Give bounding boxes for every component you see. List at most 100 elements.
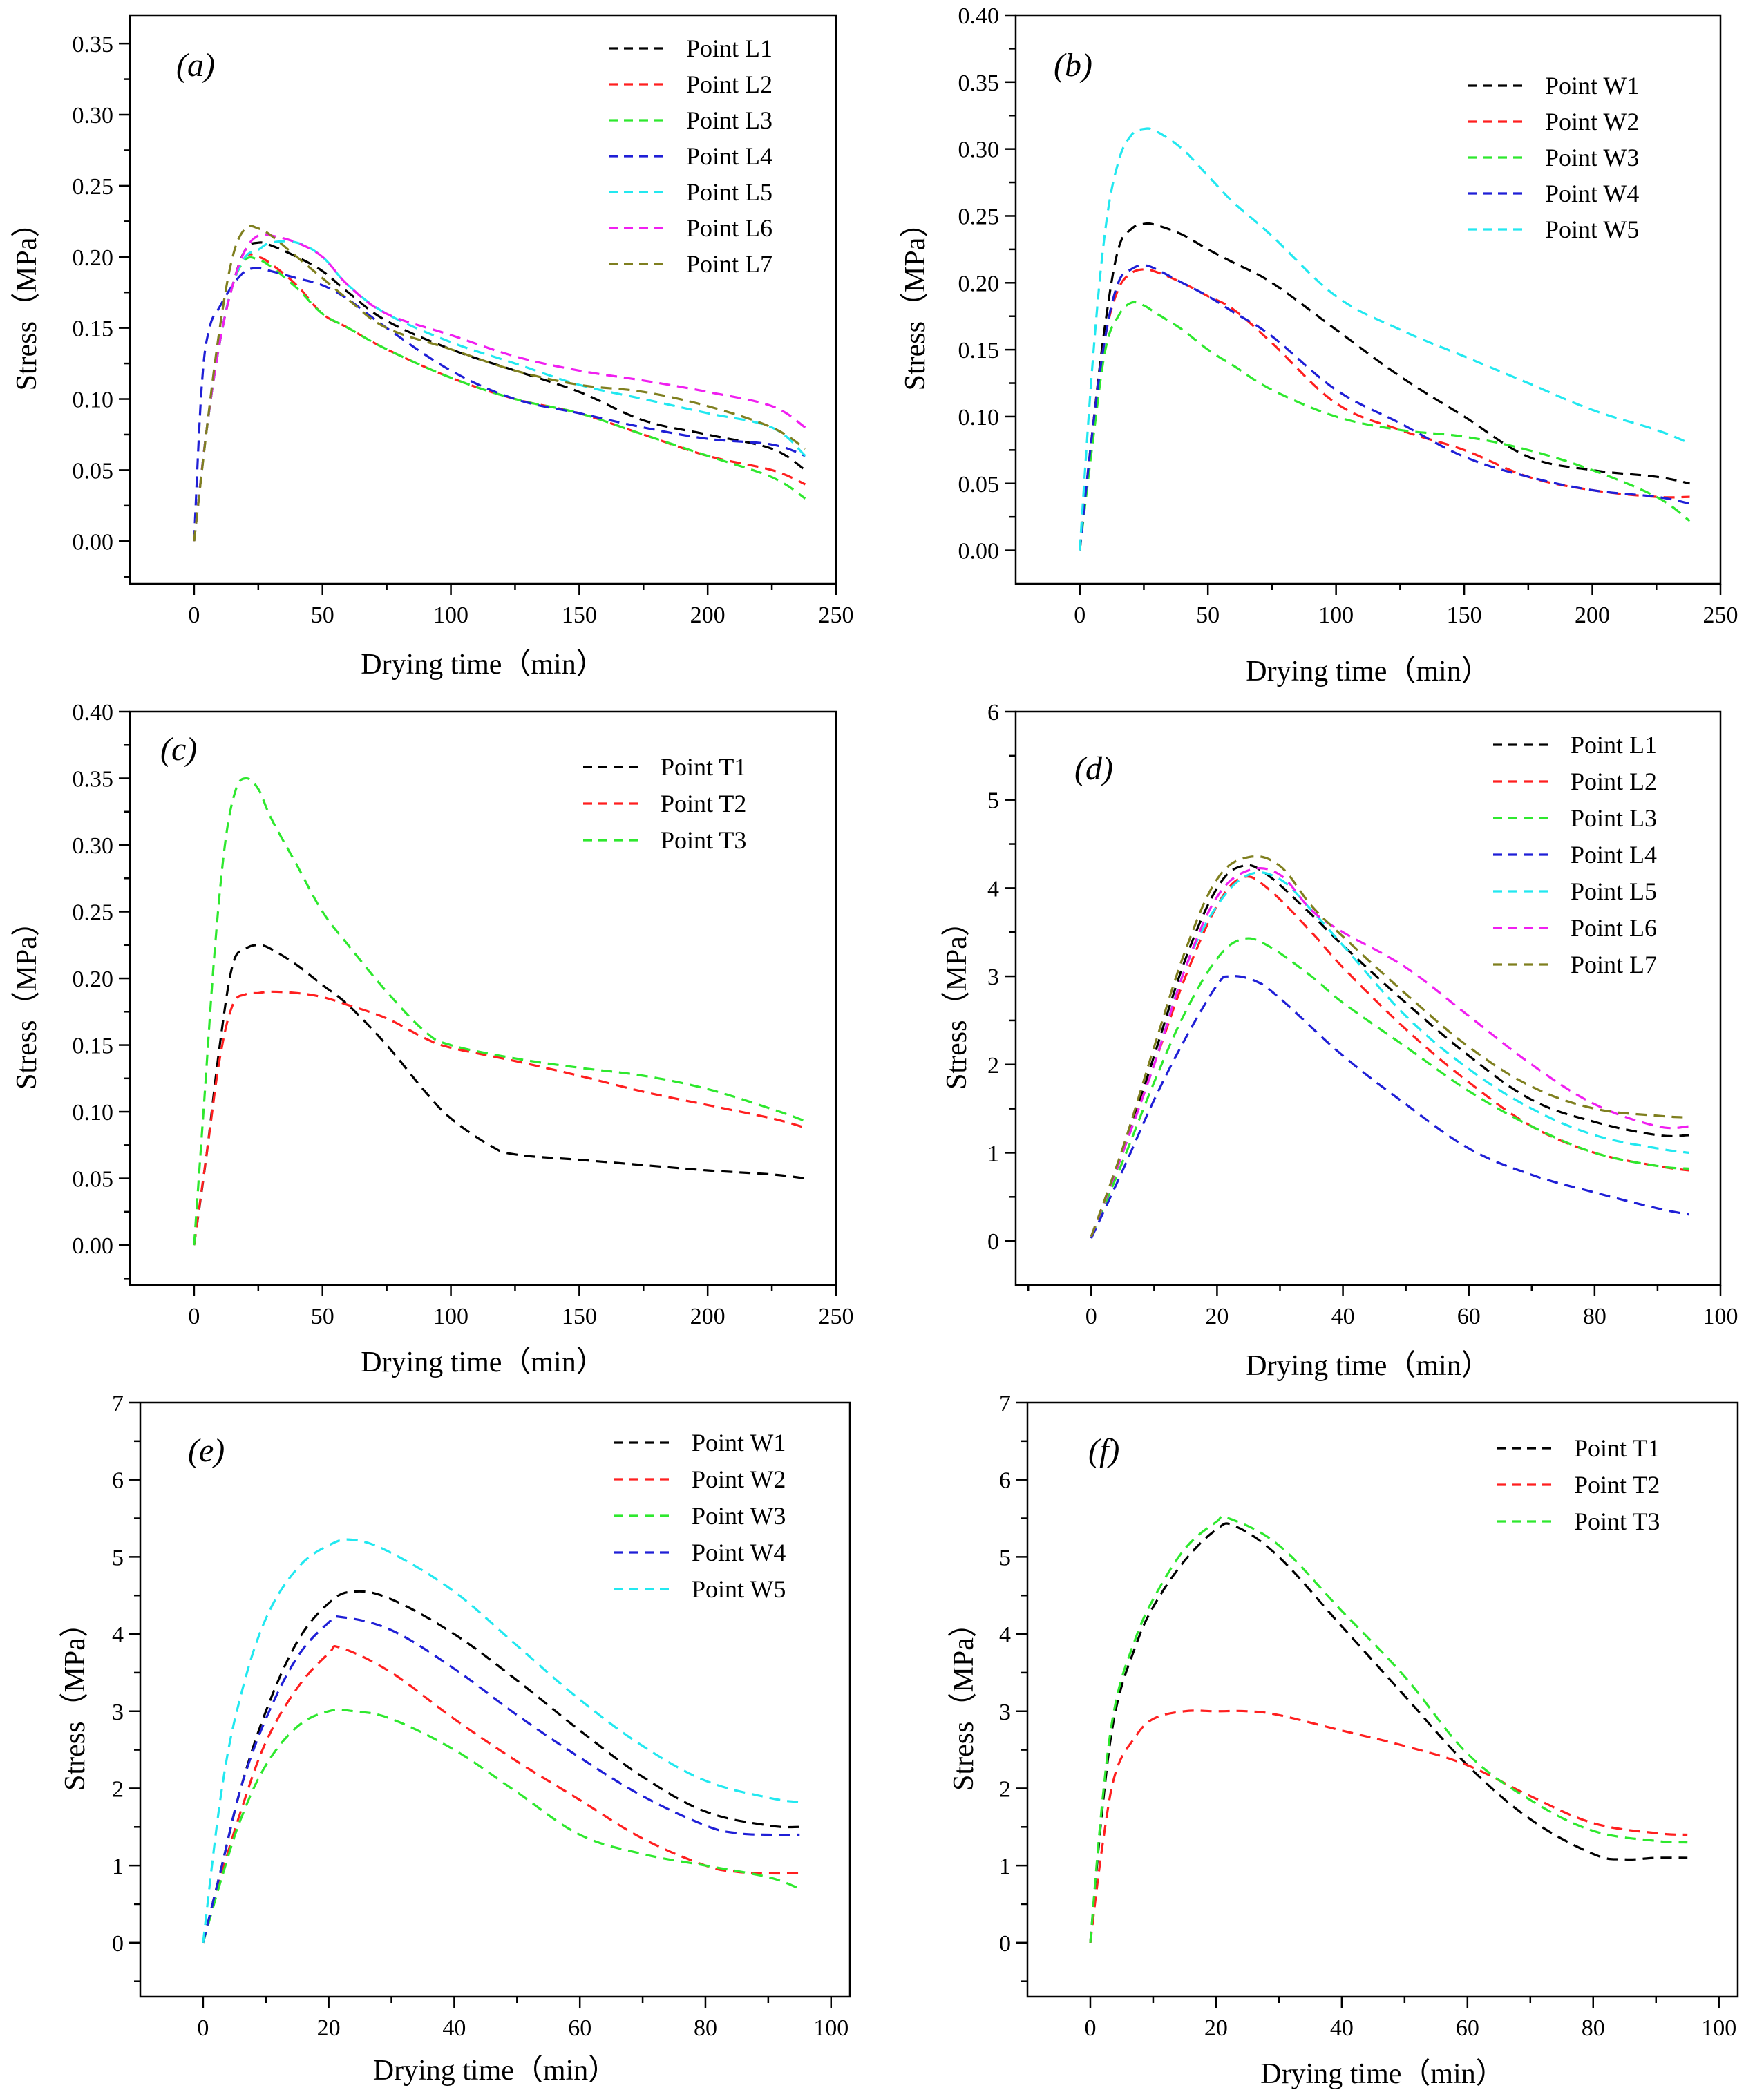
- legend-label: Point L5: [686, 178, 772, 206]
- chart-panel-b: 0 50 100 150 200 250 0.00 0.05 0.10 0.15 0.20 0.25 0…: [900, 3, 1738, 687]
- x-tick-label: 0: [188, 1304, 200, 1329]
- x-tick-label: 50: [311, 1304, 334, 1329]
- x-tick-label: 0: [197, 2015, 209, 2041]
- y-tick-label: 6: [987, 700, 999, 725]
- y-tick-label: 5: [987, 788, 999, 814]
- y-tick-label: 2: [999, 1776, 1011, 1802]
- series-line-point-w1: [202, 1590, 800, 1944]
- legend-label: Point W1: [692, 1429, 786, 1456]
- y-axis-label: Stress（MPa）: [11, 907, 43, 1090]
- y-tick-label: 0.30: [958, 137, 1000, 163]
- series-line-point-w4: [202, 1615, 800, 1944]
- x-axis-label: Drying time（min）: [1246, 1350, 1490, 1382]
- y-tick-label: 2: [112, 1776, 124, 1802]
- y-tick-label: 2: [987, 1053, 999, 1079]
- legend-label: Point L1: [1571, 731, 1657, 759]
- legend: Point W1 Point W2 Point W3 Point W4 Point W5: [1468, 72, 1639, 243]
- x-tick-label: 250: [819, 602, 854, 628]
- y-tick-label: 0: [987, 1229, 999, 1255]
- plot-frame: [1026, 1401, 1739, 1998]
- y-tick-label: 0.10: [958, 405, 1000, 430]
- legend-label: Point T1: [661, 753, 746, 781]
- legend-label: Point L3: [686, 106, 772, 134]
- series-line-point-t2: [1089, 1709, 1688, 1943]
- legend-label: Point L1: [686, 35, 772, 62]
- y-tick-label: 0.35: [958, 70, 1000, 96]
- legend-label: Point L6: [1571, 914, 1657, 942]
- legend-label: Point T2: [1574, 1471, 1660, 1499]
- x-tick-label: 100: [1701, 2015, 1736, 2041]
- panel-label: (d): [1074, 750, 1113, 787]
- chart-panel-d: 0 20 40 60 80 100 0 1 2 3 4 5 6 Drying time（min） Stres…: [941, 700, 1738, 1382]
- y-axis-label: Stress（MPa）: [941, 907, 973, 1090]
- legend-label: Point T1: [1574, 1434, 1660, 1462]
- x-tick-label: 80: [1582, 2015, 1605, 2041]
- x-tick-label: 0: [1084, 2015, 1096, 2041]
- panel-label: (c): [160, 731, 197, 768]
- x-tick-label: 200: [690, 1304, 725, 1329]
- series-line-point-l1: [193, 241, 806, 542]
- legend-label: Point W5: [1545, 216, 1639, 243]
- plot-frame: [1014, 710, 1722, 1286]
- legend-label: Point W4: [1545, 180, 1639, 207]
- x-tick-label: 150: [1447, 602, 1482, 628]
- legend: Point T1 Point T2 Point T3: [1497, 1434, 1660, 1535]
- series-line-point-t1: [193, 944, 806, 1246]
- x-tick-label: 50: [311, 602, 334, 628]
- series-line-point-w5: [1079, 127, 1691, 551]
- x-tick-label: 150: [562, 1304, 597, 1329]
- x-tick-label: 0: [1085, 1304, 1097, 1329]
- y-tick-label: 0.15: [958, 338, 1000, 363]
- y-tick-label: 0.35: [73, 32, 114, 57]
- legend-label: Point L6: [686, 214, 772, 242]
- legend-label: Point W5: [692, 1575, 786, 1603]
- y-tick-label: 0.10: [73, 388, 114, 413]
- legend-label: Point W3: [1545, 144, 1639, 171]
- series-line-point-l7: [193, 225, 806, 542]
- x-tick-label: 250: [819, 1304, 854, 1329]
- series-line-point-w4: [1079, 264, 1690, 551]
- plot-frame: [1014, 14, 1722, 585]
- y-tick-label: 1: [987, 1141, 999, 1166]
- x-tick-label: 60: [1457, 1304, 1481, 1329]
- legend-label: Point W4: [692, 1539, 786, 1566]
- y-tick-label: 0.20: [958, 271, 1000, 296]
- chart-panel-a: 0 50 100 150 200 250 0.00 0.05 0.10 0.15 0.20 0.25 0…: [11, 14, 854, 681]
- y-tick-label: 1: [999, 1854, 1011, 1879]
- x-tick-label: 60: [1456, 2015, 1479, 2041]
- y-tick-label: 0.25: [73, 174, 114, 200]
- y-tick-label: 0.30: [73, 833, 114, 859]
- series-line-point-t3: [1089, 1514, 1688, 1943]
- legend-label: Point W3: [692, 1502, 786, 1530]
- series-line-point-l3: [1090, 937, 1689, 1237]
- y-tick-label: 1: [112, 1854, 124, 1879]
- x-tick-label: 40: [1330, 2015, 1354, 2041]
- y-tick-label: 0.05: [958, 472, 1000, 497]
- panel-label: (a): [176, 47, 215, 84]
- legend-label: Point W1: [1545, 72, 1639, 99]
- x-tick-label: 40: [1331, 1304, 1355, 1329]
- x-tick-label: 200: [690, 602, 725, 628]
- y-tick-label: 5: [999, 1545, 1011, 1570]
- x-tick-label: 40: [442, 2015, 466, 2041]
- y-tick-label: 6: [112, 1468, 124, 1494]
- series-line-point-w1: [1079, 222, 1690, 551]
- x-tick-label: 100: [813, 2015, 848, 2041]
- x-tick-label: 50: [1196, 602, 1220, 628]
- legend-label: Point L2: [686, 70, 772, 98]
- series-line-point-l6: [193, 233, 806, 542]
- legend-label: Point W2: [1545, 108, 1639, 135]
- y-tick-label: 0.35: [73, 767, 114, 792]
- y-tick-label: 0.15: [73, 1034, 114, 1059]
- legend-label: Point L3: [1571, 804, 1657, 832]
- plot-frame: [139, 1401, 851, 1998]
- legend-label: Point L5: [1571, 877, 1657, 905]
- x-tick-label: 20: [317, 2015, 341, 2041]
- panel-label: (e): [188, 1432, 225, 1469]
- x-tick-label: 0: [188, 602, 200, 628]
- series-line-point-w2: [202, 1645, 800, 1944]
- x-tick-label: 0: [1074, 602, 1085, 628]
- y-tick-label: 4: [112, 1622, 124, 1648]
- x-tick-label: 100: [433, 1304, 468, 1329]
